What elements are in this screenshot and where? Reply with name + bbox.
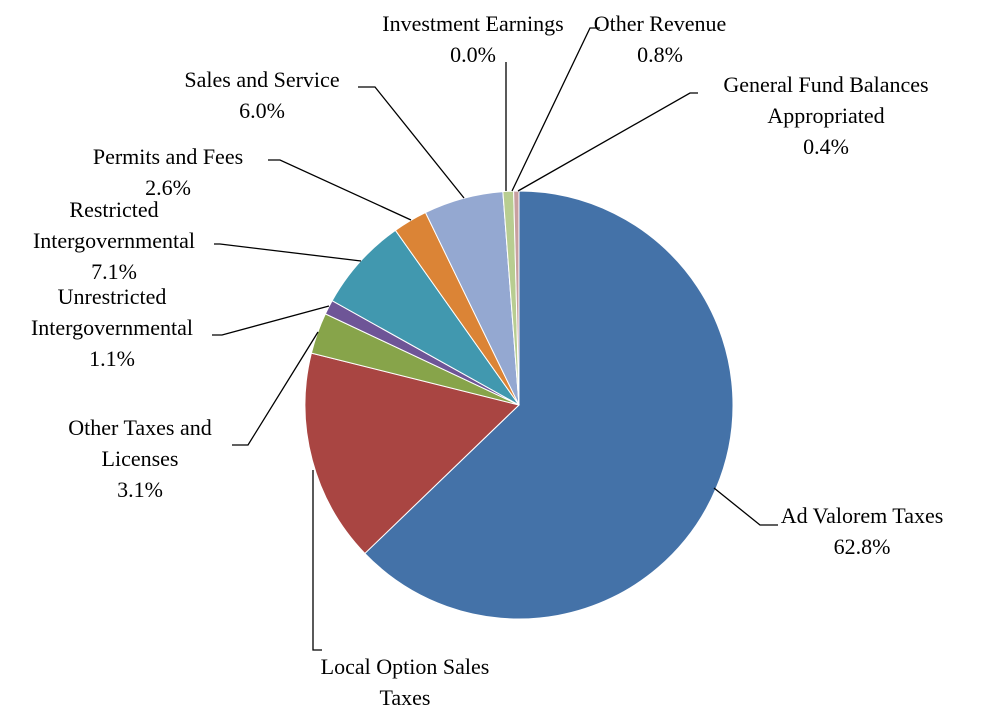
category-name: Other Taxes and Licenses — [68, 415, 212, 471]
slice-label: Ad Valorem Taxes 62.8% — [747, 500, 977, 562]
value-label: 3.1% — [117, 477, 163, 502]
leader-line — [312, 470, 322, 651]
leader-line — [517, 92, 698, 192]
slice-label: Other Revenue 0.8% — [575, 8, 745, 70]
slice-label: Restricted Intergovernmental 7.1% — [9, 194, 219, 287]
slice-label: Investment Earnings 0.0% — [358, 8, 588, 70]
value-label: 7.1% — [91, 259, 137, 284]
leader-line — [713, 487, 778, 526]
category-name: Permits and Fees — [92, 144, 244, 169]
value-label: 0.4% — [803, 134, 849, 159]
leader-line — [214, 243, 362, 262]
category-name: Unrestricted Intergovernmental — [30, 284, 194, 340]
value-label: 0.8% — [637, 42, 683, 67]
category-name: Ad Valorem Taxes — [780, 503, 944, 528]
value-label: 2.6% — [145, 175, 191, 200]
category-name: Local Option Sales Taxes — [320, 654, 490, 710]
value-label: 6.0% — [239, 98, 285, 123]
leader-line — [232, 331, 319, 446]
pie-slice — [304, 352, 520, 555]
slice-label: Sales and Service 6.0% — [162, 64, 362, 126]
value-label: 1.1% — [89, 346, 135, 371]
slice-label: Unrestricted Intergovernmental 1.1% — [2, 281, 222, 374]
category-name: Investment Earnings — [382, 11, 564, 36]
leader-line — [511, 27, 600, 192]
leader-line — [212, 305, 330, 336]
slice-label: Local Option Sales Taxes16.1% — [298, 651, 513, 711]
value-label: 62.8% — [833, 534, 891, 559]
slice-label: General Fund Balances Appropriated 0.4% — [686, 69, 966, 162]
category-name: Other Revenue — [593, 11, 727, 36]
category-name: General Fund Balances Appropriated — [723, 72, 929, 128]
slice-label: Other Taxes and Licenses 3.1% — [45, 412, 235, 505]
leader-line — [268, 159, 412, 221]
category-name: Restricted Intergovernmental — [32, 197, 196, 253]
slice-label: Permits and Fees 2.6% — [68, 141, 268, 203]
leader-line — [358, 86, 465, 199]
value-label: 0.0% — [450, 42, 496, 67]
category-name: Sales and Service — [184, 67, 340, 92]
